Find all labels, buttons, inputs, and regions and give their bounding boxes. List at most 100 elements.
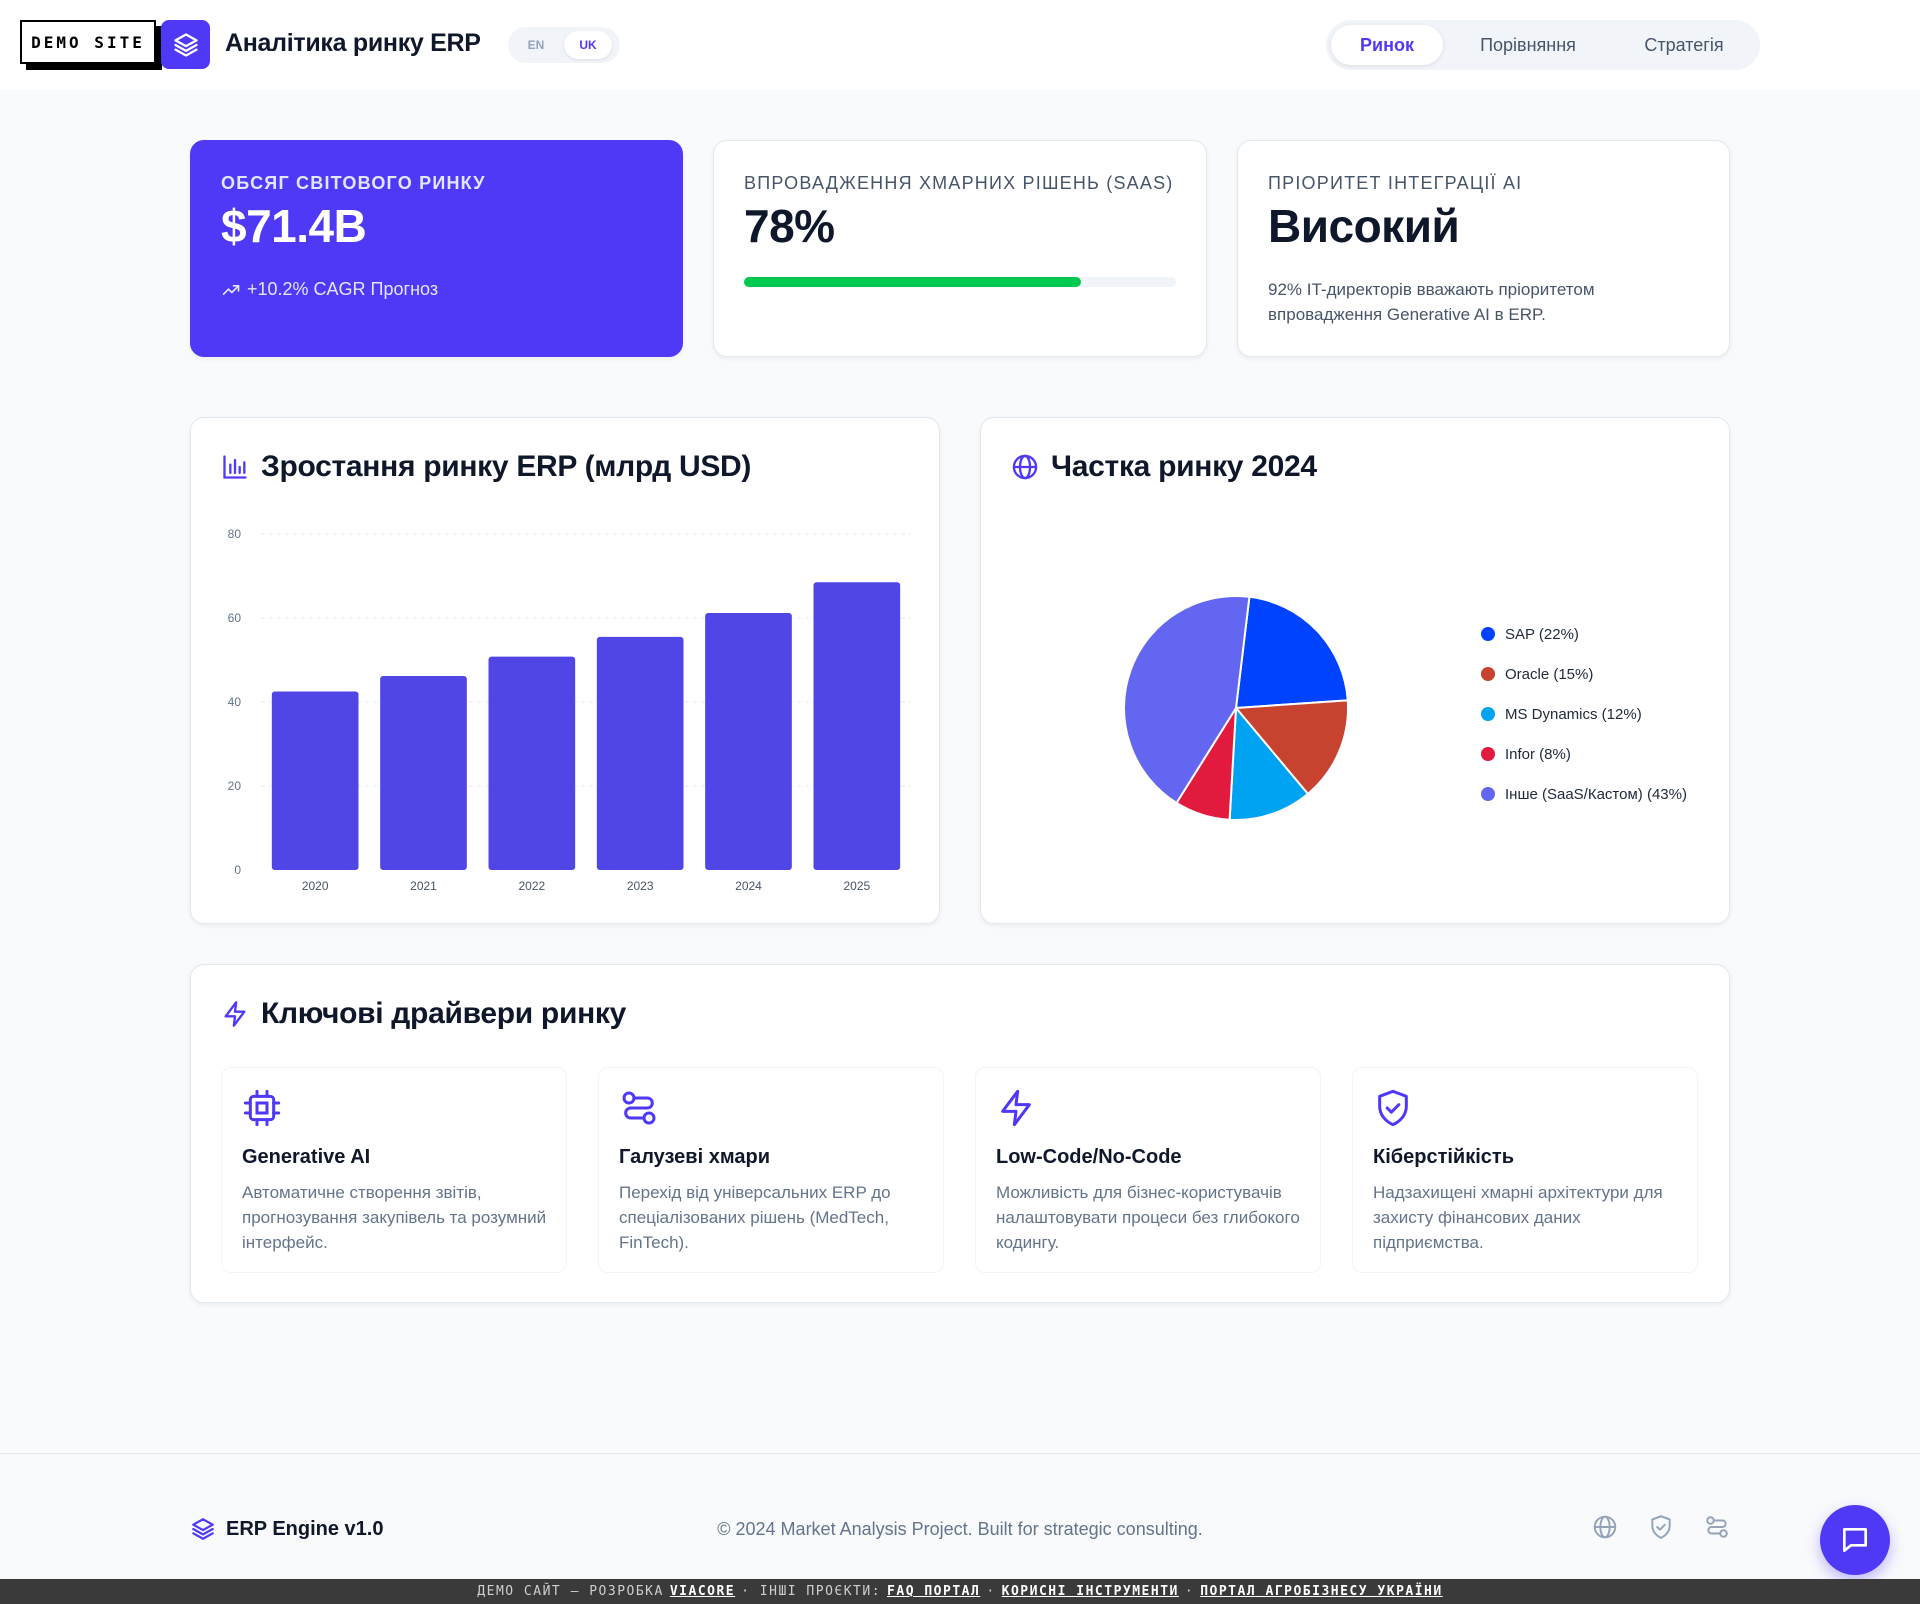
driver-card-industry-clouds: Галузеві хмари Перехід від універсальних…: [598, 1067, 944, 1273]
footer-brand: ERP Engine v1.0: [190, 1516, 383, 1542]
demo-site-badge: DEMO SITE: [20, 20, 156, 64]
cagr-forecast: +10.2% CAGR Прогноз: [221, 279, 438, 300]
driver-title: Кіберстійкість: [1373, 1146, 1515, 1168]
footer-icons: [1592, 1514, 1730, 1540]
y-tick-label: 60: [228, 611, 242, 625]
layers-icon: [173, 32, 198, 57]
x-tick-label: 2023: [627, 879, 654, 893]
driver-title: Low-Code/No-Code: [996, 1146, 1182, 1168]
lang-uk-button[interactable]: UK: [564, 31, 612, 59]
key-drivers-panel: Ключові драйвери ринку Generative AI Авт…: [190, 964, 1730, 1303]
market-size-value: $71.4B: [221, 200, 367, 252]
pie-slice: [1228, 705, 1310, 821]
y-tick-label: 20: [228, 779, 242, 793]
trending-up-icon: [222, 284, 240, 295]
tab-market[interactable]: Ринок: [1331, 25, 1443, 65]
bar-2025: [813, 582, 901, 870]
globe-icon: [1012, 454, 1038, 480]
pie-legend: SAP (22%) Oracle (15%) MS Dynamics (12%) In…: [1481, 614, 1687, 814]
x-tick-label: 2022: [518, 879, 545, 893]
legend-item: Infor (8%): [1481, 734, 1687, 774]
key-drivers-title-text: Ключові драйвери ринку: [261, 997, 627, 1030]
driver-title: Галузеві хмари: [619, 1146, 770, 1168]
legend-item: Інше (SaaS/Кастом) (43%): [1481, 774, 1687, 814]
legend-swatch: [1481, 747, 1495, 761]
demo-bottom-bar: Демо сайт — розробка VIACORE · Інші проє…: [0, 1579, 1920, 1604]
layers-icon: [192, 1518, 214, 1540]
x-tick-label: 2025: [843, 879, 870, 893]
legend-label: Інше (SaaS/Кастом) (43%): [1505, 785, 1687, 803]
market-share-title-text: Частка ринку 2024: [1051, 450, 1317, 483]
bottom-bar-others: · Інші проєкти:: [741, 1584, 882, 1599]
bar-2023: [596, 636, 684, 870]
footer-copyright: © 2024 Market Analysis Project. Built fo…: [717, 1519, 1203, 1539]
growth-chart-panel: Зростання ринку ERP (млрд USD) 0 20 40 60 80…: [190, 417, 940, 924]
ai-priority-desc: 92% IT-директорів вважають пріоритетом в…: [1268, 280, 1595, 324]
viacore-link[interactable]: VIACORE: [669, 1584, 736, 1599]
y-tick-label: 0: [234, 863, 241, 877]
driver-desc: Перехід від універсальних ERP до спеціал…: [619, 1183, 891, 1252]
growth-bar-chart: 0 20 40 60 80 2020 2021 2022 2023 2024 2025: [228, 527, 911, 893]
pie-slice: [1233, 699, 1349, 796]
market-share-title: Частка ринку 2024: [1011, 450, 1317, 484]
legend-item: SAP (22%): [1481, 614, 1687, 654]
separator: ·: [986, 1584, 996, 1599]
x-tick-label: 2020: [302, 879, 329, 893]
driver-desc: Автоматичне створення звітів, прогнозува…: [242, 1183, 547, 1252]
growth-chart-title-text: Зростання ринку ERP (млрд USD): [261, 450, 752, 483]
globe-icon[interactable]: [1592, 1514, 1618, 1540]
bar-2021: [380, 675, 467, 870]
x-tick-label: 2021: [410, 879, 437, 893]
cloud-adoption-progress: [744, 277, 1176, 287]
cloud-adoption-label: Впровадження хмарних рішень (SaaS): [744, 173, 1174, 193]
tab-strategy[interactable]: Стратегія: [1644, 34, 1724, 55]
legend-label: SAP (22%): [1505, 625, 1579, 643]
driver-desc: Надзахищені хмарні архітектури для захис…: [1373, 1183, 1663, 1252]
bar-2024: [705, 612, 792, 870]
cloud-adoption-value: 78%: [744, 200, 835, 252]
market-share-panel: Частка ринку 2024 SAP (22%) Oracle (15%) M…: [980, 417, 1730, 924]
faq-portal-link[interactable]: FAQ портал: [887, 1584, 981, 1599]
pie-slice: [1123, 595, 1251, 805]
y-tick-label: 80: [228, 527, 242, 541]
agro-portal-link[interactable]: Портал агробізнесу України: [1200, 1584, 1443, 1599]
driver-card-cyber-resilience: Кіберстійкість Надзахищені хмарні архіте…: [1352, 1067, 1698, 1273]
route-icon: [622, 1091, 656, 1125]
ai-priority-card: Пріоритет інтеграції AI Високий 92% IT-д…: [1237, 140, 1730, 357]
market-share-pie-chart: [1123, 595, 1349, 821]
bottom-bar-prefix: Демо сайт — розробка: [477, 1584, 664, 1599]
lightning-icon: [224, 1001, 246, 1027]
driver-card-generative-ai: Generative AI Автоматичне створення звіт…: [221, 1067, 567, 1273]
app-logo[interactable]: [161, 20, 210, 69]
x-tick-label: 2024: [735, 879, 762, 893]
y-tick-label: 40: [228, 695, 242, 709]
cloud-adoption-progress-fill: [744, 277, 1081, 287]
pie-slice: [1234, 595, 1349, 710]
useful-tools-link[interactable]: Корисні інструменти: [1001, 1584, 1179, 1599]
chat-icon: [1843, 1528, 1867, 1552]
legend-swatch: [1481, 667, 1495, 681]
legend-label: MS Dynamics (12%): [1505, 705, 1642, 723]
shield-check-icon[interactable]: [1648, 1514, 1674, 1540]
separator: ·: [1184, 1584, 1195, 1599]
growth-chart-title: Зростання ринку ERP (млрд USD): [221, 450, 751, 484]
driver-card-low-code: Low-Code/No-Code Можливість для бізнес-к…: [975, 1067, 1321, 1273]
lightning-icon: [1001, 1089, 1031, 1127]
top-header: DEMO SITE Аналітика ринку ERP EN UK Рино…: [0, 0, 1920, 90]
ai-priority-label: Пріоритет інтеграції AI: [1268, 173, 1523, 193]
tab-comparison[interactable]: Порівняння: [1480, 34, 1576, 55]
key-drivers-title: Ключові драйвери ринку: [221, 997, 626, 1031]
chat-button[interactable]: [1820, 1505, 1890, 1575]
ai-priority-value: Високий: [1268, 200, 1460, 252]
market-size-label: Обсяг світового ринку: [221, 173, 486, 193]
chip-icon: [243, 1089, 281, 1127]
bar-2020: [271, 691, 359, 870]
legend-swatch: [1481, 787, 1495, 801]
lang-en-button[interactable]: EN: [527, 38, 545, 52]
legend-swatch: [1481, 627, 1495, 641]
language-switch: EN UK: [508, 27, 620, 63]
cagr-forecast-text: +10.2% CAGR Прогноз: [247, 279, 439, 299]
route-icon[interactable]: [1704, 1514, 1730, 1540]
bar-2022: [488, 656, 576, 870]
shield-check-icon: [1378, 1089, 1408, 1127]
